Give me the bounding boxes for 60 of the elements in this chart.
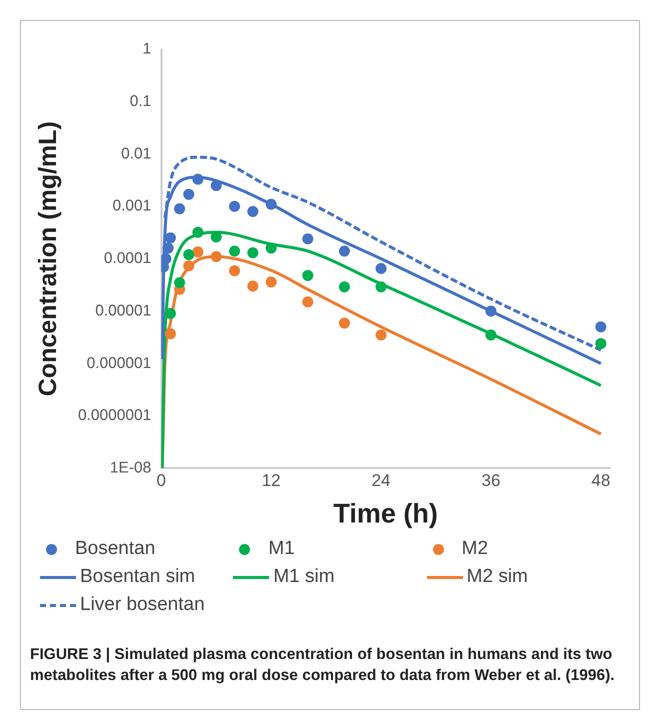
point (338, 281, 350, 292)
x-tick-label: 36 (481, 471, 500, 490)
point (302, 233, 314, 244)
legend-label: Bosentan sim (80, 566, 196, 588)
x-tick-label: 24 (372, 471, 391, 490)
legend-label: Liver bosentan (80, 594, 205, 616)
point (247, 280, 258, 292)
caption: FIGURE 3 | Simulated plasma concentration of bosentan in humans and its two metabolites after a 500 mg oral dose compared to data from Weber et al. (1996). (30, 645, 616, 686)
point (266, 198, 277, 210)
point (174, 277, 186, 288)
point (192, 174, 204, 185)
point (338, 246, 350, 257)
legend-label: M2 sim (466, 566, 528, 588)
y-tick-label: 0.0001 (104, 250, 152, 268)
y-tick-label: 1E-08 (110, 459, 152, 476)
point (376, 329, 387, 340)
point (247, 247, 258, 258)
point (595, 338, 606, 350)
point (192, 246, 204, 258)
y-tick-label: 0.01 (121, 145, 152, 162)
x-tick-label: 0 (156, 471, 166, 490)
y-axis-title: Concentration (mg/mL) (34, 121, 62, 396)
y-tick-label: 0.000001 (86, 354, 152, 372)
legend-label: M1 (268, 538, 295, 560)
point (338, 318, 350, 329)
point (210, 251, 222, 262)
point (174, 203, 186, 214)
point (229, 265, 240, 276)
point (302, 296, 314, 308)
point (192, 226, 204, 238)
point (183, 188, 194, 200)
point (229, 246, 240, 257)
point (266, 242, 277, 254)
y-tick-label: 0.1 (130, 92, 152, 110)
x-tick-label: 12 (262, 471, 281, 490)
y-tick-label: 0.001 (112, 198, 152, 215)
point (183, 249, 194, 260)
point (164, 328, 176, 340)
point (266, 276, 277, 288)
point (162, 242, 174, 254)
point (485, 306, 496, 317)
point (595, 321, 606, 332)
x-tick-label: 48 (591, 471, 610, 490)
point (183, 260, 194, 272)
y-tick-label: 0.00001 (95, 302, 152, 320)
point (302, 270, 314, 281)
legend-label: M1 sim (273, 566, 335, 588)
point (376, 281, 387, 292)
point (164, 232, 176, 244)
point (161, 253, 172, 264)
point (247, 206, 258, 217)
y-tick-label: 0.0000001 (78, 407, 152, 424)
y-tick-label: 1 (142, 40, 152, 58)
point (229, 200, 240, 212)
legend-label: Bosentan (75, 538, 156, 560)
point (210, 180, 222, 192)
point (485, 329, 496, 340)
legend-label: M2 (462, 538, 488, 560)
point (376, 263, 387, 274)
x-axis-title: Time (h) (333, 498, 438, 528)
